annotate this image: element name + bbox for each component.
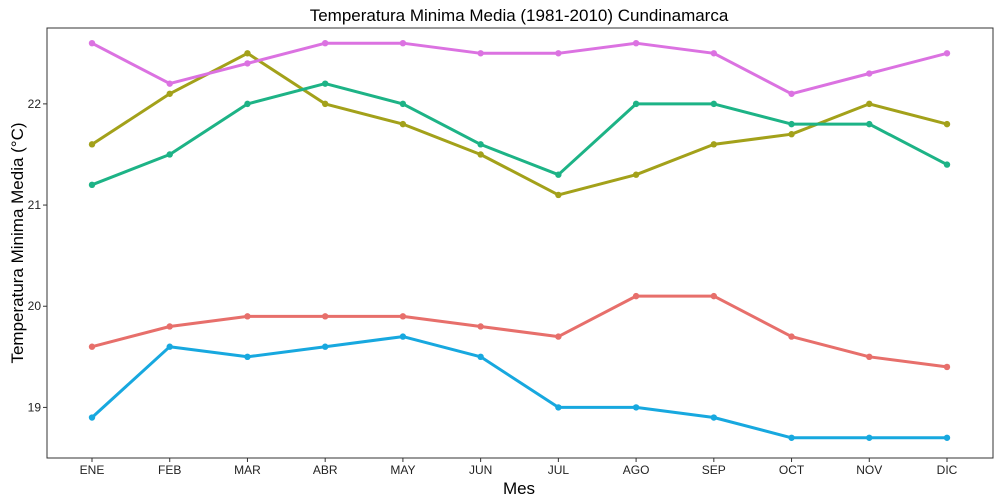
y-tick-label: 21: [28, 198, 42, 212]
data-point: [788, 120, 795, 128]
data-point: [244, 353, 251, 361]
data-point: [88, 141, 96, 148]
data-point: [166, 323, 173, 330]
data-point: [321, 313, 329, 320]
data-point: [244, 100, 251, 108]
data-point: [943, 363, 951, 371]
x-tick-label: NOV: [856, 463, 882, 477]
data-point: [632, 39, 640, 47]
data-point: [244, 313, 251, 320]
data-point: [632, 171, 640, 178]
data-point: [943, 434, 951, 441]
data-point: [866, 70, 873, 77]
data-point: [477, 151, 484, 158]
x-tick-label: MAR: [234, 463, 261, 477]
data-point: [477, 323, 484, 330]
data-point: [943, 120, 951, 128]
series-2: [88, 50, 951, 199]
data-point: [88, 39, 96, 47]
plot-area-border: [46, 27, 994, 459]
data-point: [632, 292, 640, 300]
x-tick-label: MAY: [390, 463, 415, 477]
series-line: [90, 294, 949, 369]
x-tick-label: DIC: [937, 463, 958, 477]
data-point: [866, 353, 873, 361]
data-point: [632, 100, 640, 108]
y-tick-label: 19: [28, 400, 42, 414]
x-tick-label: OCT: [779, 463, 805, 477]
x-tick-label: ENE: [80, 463, 105, 477]
chart-title: Temperatura Minima Media (1981-2010) Cun…: [310, 6, 729, 25]
y-axis-title: Temperatura Minima Media (°C): [8, 122, 27, 363]
data-point: [321, 39, 329, 47]
data-point: [943, 161, 951, 168]
data-point: [710, 292, 718, 300]
data-point: [477, 353, 484, 361]
series-5: [88, 39, 951, 97]
data-point: [477, 141, 484, 148]
data-point: [866, 120, 873, 128]
data-point: [399, 313, 407, 320]
data-point: [166, 151, 173, 158]
data-point: [88, 414, 96, 421]
series-3: [88, 80, 951, 189]
series-line: [90, 82, 949, 187]
data-point: [555, 333, 562, 340]
data-point: [632, 404, 640, 411]
data-point: [244, 50, 251, 57]
series-1: [88, 292, 951, 371]
y-tick-label: 20: [28, 299, 42, 313]
data-point: [788, 90, 795, 97]
data-point: [788, 131, 795, 138]
x-tick-label: FEB: [158, 463, 181, 477]
y-axis: 19 20 21 22: [28, 97, 47, 414]
series-line: [90, 41, 949, 96]
series-line: [90, 335, 949, 440]
data-point: [788, 333, 795, 340]
data-point: [321, 343, 329, 350]
series-line: [90, 51, 949, 197]
x-axis-title: Mes: [503, 479, 535, 498]
data-point: [88, 181, 96, 189]
data-point: [166, 90, 173, 97]
data-point: [555, 191, 562, 199]
x-tick-label: ABR: [313, 463, 338, 477]
x-tick-label: AGO: [623, 463, 650, 477]
data-point: [788, 434, 795, 441]
data-point: [866, 434, 873, 441]
data-point: [866, 100, 873, 108]
x-tick-label: SEP: [702, 463, 726, 477]
data-point: [399, 333, 407, 340]
y-tick-label: 22: [28, 97, 42, 111]
data-point: [321, 80, 329, 87]
data-point: [399, 39, 407, 47]
x-axis: ENE FEB MAR ABR MAY JUN JUL AGO SEP OCT NOV DIC: [80, 458, 958, 477]
data-point: [166, 343, 173, 350]
x-tick-label: JUN: [469, 463, 492, 477]
series-layer: [88, 39, 951, 441]
data-point: [555, 50, 562, 57]
data-point: [710, 414, 718, 421]
data-point: [943, 50, 951, 57]
data-point: [477, 50, 484, 57]
data-point: [710, 50, 718, 57]
data-point: [710, 141, 718, 148]
data-point: [555, 171, 562, 178]
data-point: [244, 60, 251, 67]
data-point: [399, 100, 407, 108]
data-point: [166, 80, 173, 87]
series-4: [88, 333, 951, 441]
data-point: [321, 100, 329, 108]
data-point: [710, 100, 718, 108]
data-point: [88, 343, 96, 350]
x-tick-label: JUL: [548, 463, 570, 477]
data-point: [555, 404, 562, 411]
data-point: [399, 120, 407, 128]
